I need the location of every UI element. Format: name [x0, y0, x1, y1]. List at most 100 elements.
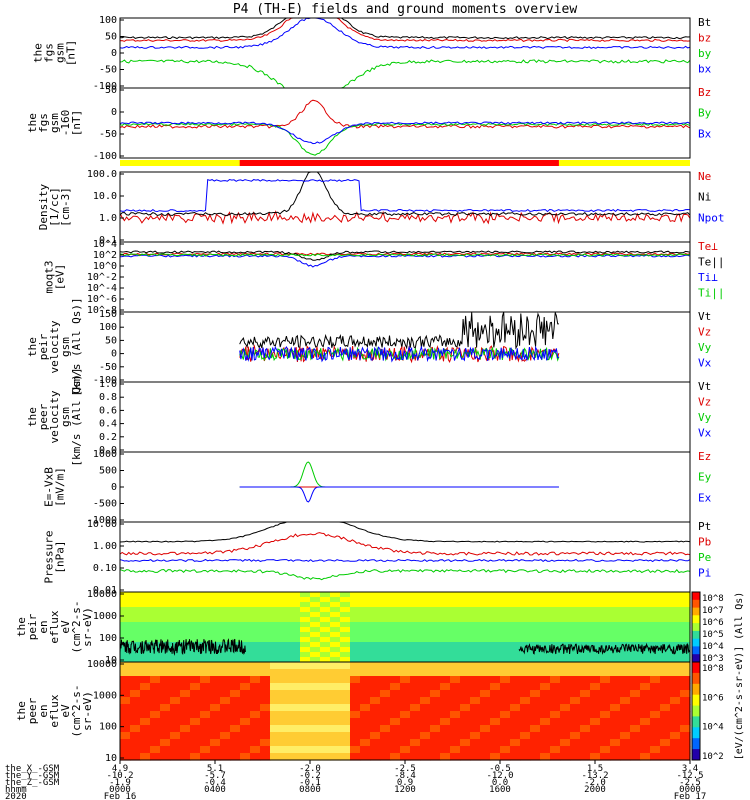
- spectrogram-cell: [410, 657, 421, 663]
- spectrogram-cell: [170, 739, 181, 747]
- spectrogram-cell: [620, 637, 631, 643]
- panel-frame: [119, 17, 691, 89]
- spectrogram-cell: [120, 607, 131, 613]
- spectrogram-cell: [390, 602, 401, 608]
- spectrogram-cell: [370, 612, 381, 618]
- spectrogram-cell: [250, 725, 261, 733]
- footer-column-value: Feb 16: [104, 792, 137, 800]
- spectrogram-cell: [540, 711, 551, 719]
- spectrogram-cell: [680, 669, 691, 677]
- spectrogram-cell: [210, 753, 221, 761]
- spectrogram-cell: [270, 602, 281, 608]
- y-tick-label: 0.6: [99, 405, 117, 416]
- spectrogram-cell: [570, 676, 581, 684]
- spectrogram-cell: [430, 602, 441, 608]
- spectrogram-cell: [280, 642, 291, 648]
- spectrogram-cell: [360, 627, 371, 633]
- spectrogram-cell: [340, 607, 351, 613]
- spectrogram-cell: [480, 725, 491, 733]
- spectrogram-cell: [260, 652, 271, 658]
- spectrogram-cell: [440, 637, 451, 643]
- spectrogram-cell: [370, 607, 381, 613]
- spectrogram-cell: [320, 662, 331, 670]
- spectrogram-cell: [400, 627, 411, 633]
- spectrogram-cell: [270, 657, 281, 663]
- spectrogram-cell: [370, 732, 381, 740]
- spectrogram-cell: [360, 662, 371, 670]
- spectrogram-cell: [180, 607, 191, 613]
- spectrogram-cell: [240, 697, 251, 705]
- spectrogram-cell: [630, 690, 641, 698]
- spectrogram-cell: [540, 676, 551, 684]
- spectrogram-cell: [610, 725, 621, 733]
- spectrogram-cell: [390, 647, 401, 653]
- spectrogram-cell: [660, 622, 671, 628]
- spectrogram-cell: [140, 607, 151, 613]
- spectrogram-cell: [610, 753, 621, 761]
- spectrogram-cell: [630, 718, 641, 726]
- spectrogram-cell: [450, 617, 461, 623]
- spectrogram-cell: [540, 683, 551, 691]
- spectrogram-cell: [380, 662, 391, 670]
- spectrogram-cell: [610, 690, 621, 698]
- spectrogram-cell: [550, 718, 561, 726]
- spectrogram-cell: [550, 753, 561, 761]
- spectrogram-cell: [170, 711, 181, 719]
- spectrogram-cell: [400, 602, 411, 608]
- spectrogram-cell: [290, 746, 301, 754]
- spectrogram-cell: [240, 718, 251, 726]
- spectrogram-cell: [250, 622, 261, 628]
- spectrogram-cell: [250, 732, 261, 740]
- spectrogram-cell: [280, 746, 291, 754]
- spectrogram-cell: [420, 612, 431, 618]
- spectrogram-cell: [490, 683, 501, 691]
- spectrogram-cell: [490, 627, 501, 633]
- spectrogram-cell: [150, 632, 161, 638]
- spectrogram-image: [120, 662, 691, 761]
- spectrogram-cell: [380, 704, 391, 712]
- spectrogram-cell: [240, 607, 251, 613]
- spectrogram-cell: [460, 612, 471, 618]
- spectrogram-cell: [270, 642, 281, 648]
- colorbar-tick-label: 10^4: [702, 723, 724, 733]
- spectrogram-cell: [330, 602, 341, 608]
- spectrogram-cell: [450, 607, 461, 613]
- spectrogram-cell: [280, 711, 291, 719]
- colorbar-segment: [692, 592, 700, 601]
- spectrogram-cell: [290, 612, 301, 618]
- spectrogram-cell: [180, 753, 191, 761]
- spectrogram-cell: [410, 697, 421, 705]
- spectrogram-cell: [430, 683, 441, 691]
- spectrogram-cell: [140, 746, 151, 754]
- spectrogram-cell: [440, 632, 451, 638]
- spectrogram-cell: [610, 642, 621, 648]
- spectrogram-cell: [280, 662, 291, 670]
- spectrogram-cell: [570, 746, 581, 754]
- spectrogram-cell: [410, 676, 421, 684]
- spectrogram-cell: [630, 602, 641, 608]
- spectrogram-cell: [420, 739, 431, 747]
- spectrogram-cell: [350, 622, 361, 628]
- spectrogram-cell: [290, 642, 301, 648]
- spectrogram-cell: [340, 662, 351, 670]
- spectrogram-cell: [660, 718, 671, 726]
- spectrogram-cell: [220, 637, 231, 643]
- spectrogram-cell: [650, 683, 661, 691]
- spectrogram-cell: [370, 669, 381, 677]
- spectrogram-cell: [240, 657, 251, 663]
- spectrogram-cell: [480, 704, 491, 712]
- spectrogram-cell: [260, 597, 271, 603]
- spectrogram-cell: [350, 676, 361, 684]
- spectrogram-cell: [480, 753, 491, 761]
- spectrogram-cell: [280, 652, 291, 658]
- legend-entry: bx: [698, 63, 712, 76]
- spectrogram-cell: [330, 642, 341, 648]
- spectrogram-cell: [440, 725, 451, 733]
- spectrogram-cell: [590, 657, 601, 663]
- y-axis-label: eV: [59, 704, 72, 718]
- spectrogram-cell: [360, 704, 371, 712]
- spectrogram-cell: [300, 669, 311, 677]
- series-line-ex: [239, 486, 559, 503]
- spectrogram-cell: [350, 642, 361, 648]
- spectrogram-cell: [570, 647, 581, 653]
